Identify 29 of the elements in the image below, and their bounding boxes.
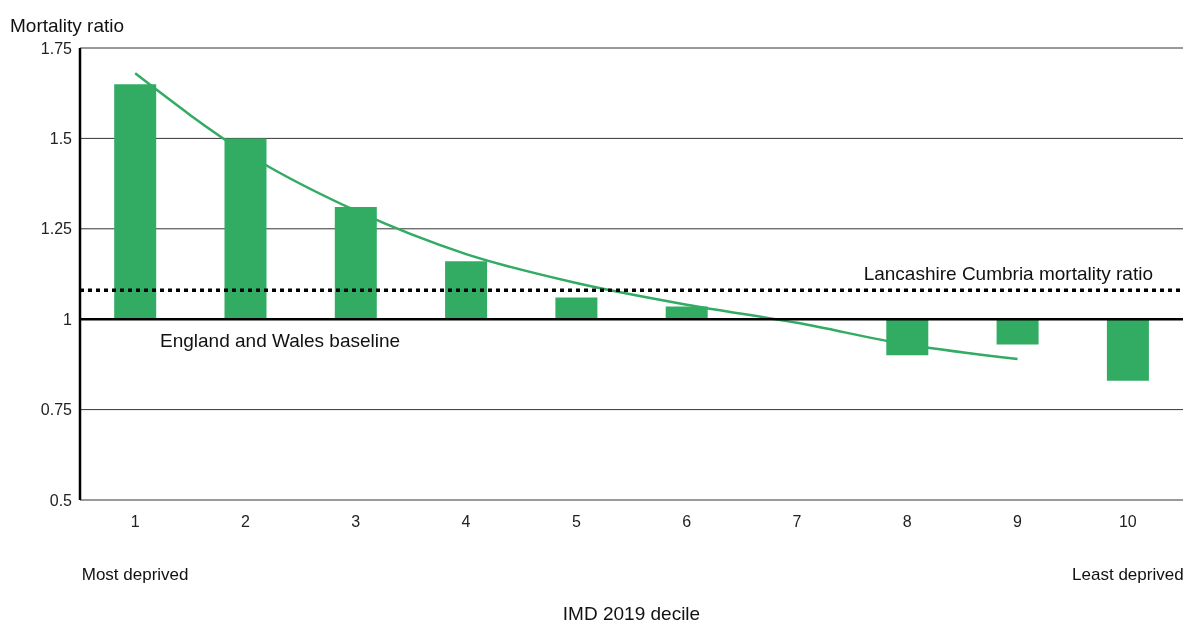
y-axis-title: Mortality ratio — [10, 15, 125, 36]
x-tick-label: 4 — [461, 513, 471, 531]
bar — [224, 138, 267, 320]
bar — [334, 207, 377, 320]
x-axis-title: IMD 2019 decile — [562, 603, 701, 624]
y-tick-label: 0.75 — [40, 401, 73, 419]
text: Most deprived — [81, 565, 189, 584]
bar — [996, 319, 1039, 345]
y-tick-label: 0.5 — [49, 491, 73, 509]
ref-line-label: England and Wales baseline — [160, 330, 401, 352]
bar — [1106, 319, 1149, 381]
x-tick-label: 1 — [130, 513, 140, 531]
y-tick-label: 1 — [63, 310, 73, 328]
ref-line-label: Lancashire Cumbria mortality ratio — [863, 263, 1153, 285]
x-tick-label: 7 — [792, 513, 802, 531]
x-tick-label: 9 — [1013, 513, 1023, 531]
text: Least deprived — [1072, 565, 1184, 584]
x-tick-label: 3 — [351, 513, 361, 531]
y-tick-label: 1.75 — [40, 39, 73, 57]
x-tick-label: 5 — [571, 513, 581, 531]
bar — [555, 297, 598, 320]
x-tick-label: 6 — [682, 513, 692, 531]
y-tick-label: 1.25 — [40, 220, 73, 238]
y-tick-label: 1.5 — [49, 130, 73, 148]
x-tick-label: 10 — [1118, 513, 1137, 531]
bar — [886, 319, 929, 356]
x-tick-label: 2 — [241, 513, 250, 531]
bar — [445, 261, 488, 320]
x-tick-label: 8 — [902, 513, 912, 531]
